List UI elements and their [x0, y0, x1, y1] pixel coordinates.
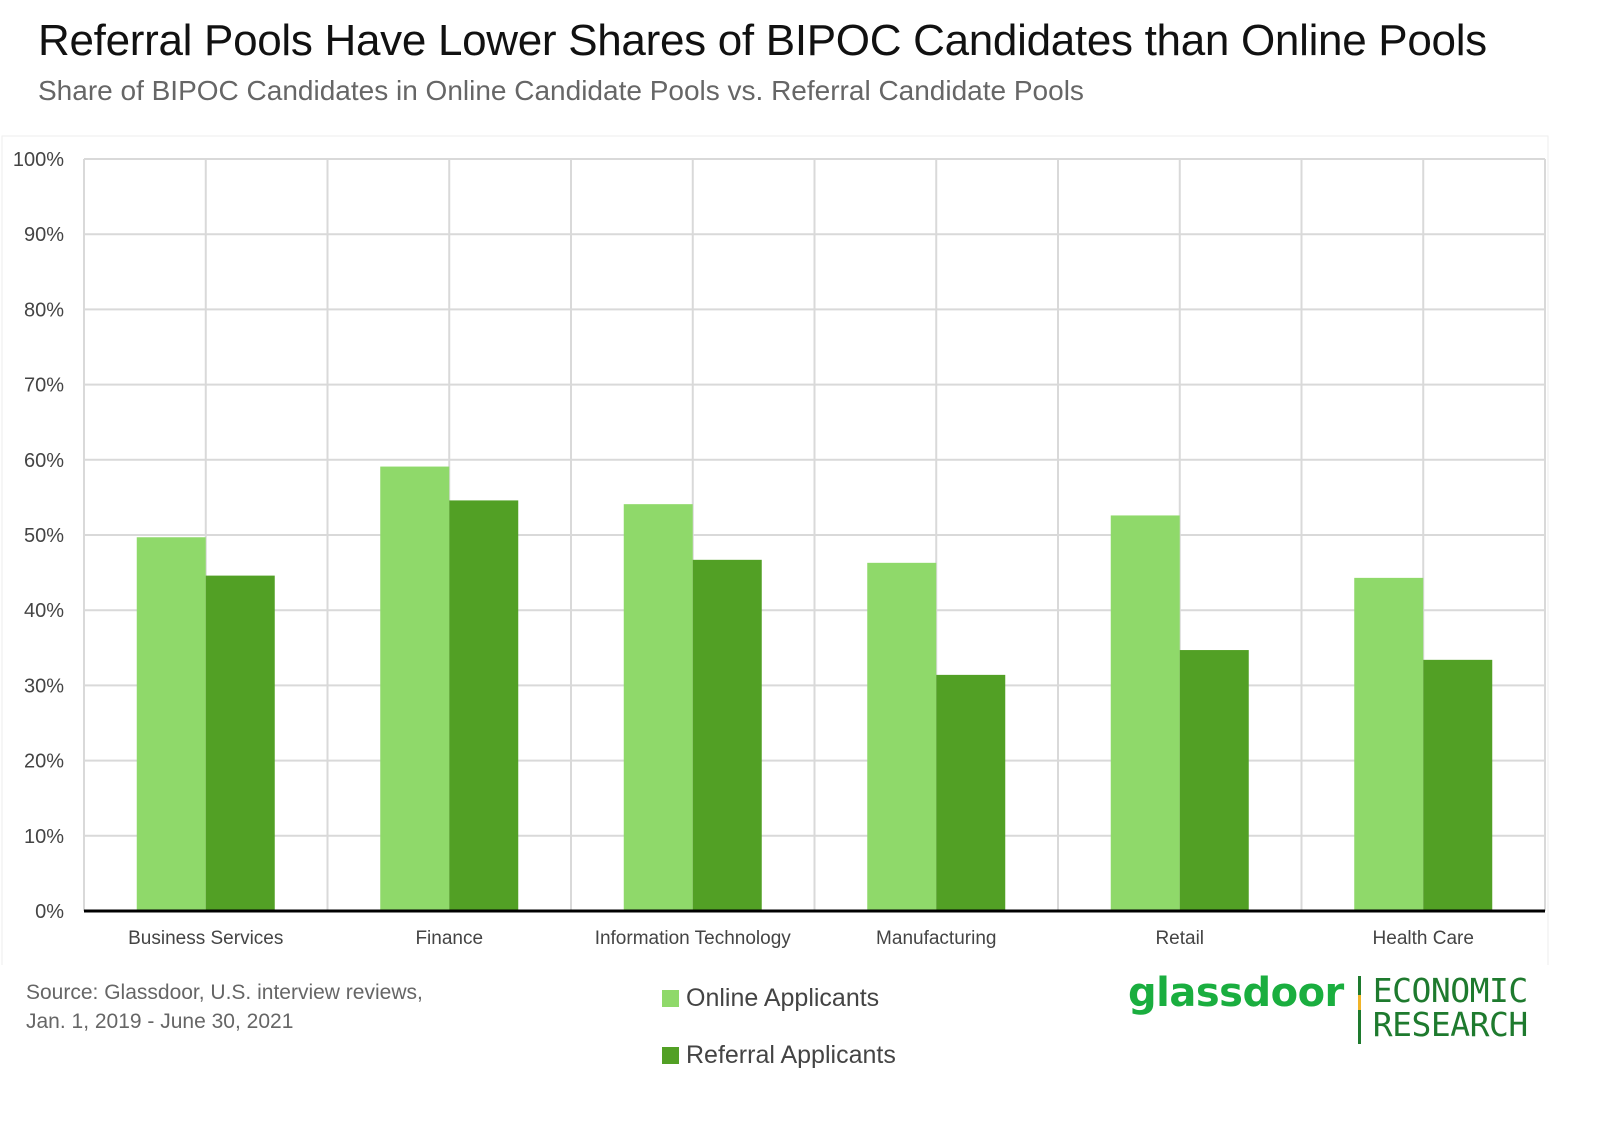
- bar-referral-finance: [449, 500, 519, 911]
- chart-subtitle: Share of BIPOC Candidates in Online Cand…: [38, 75, 1084, 106]
- bar-referral-health-care: [1423, 659, 1493, 911]
- chart-title: Referral Pools Have Lower Shares of BIPO…: [38, 16, 1487, 65]
- legend-swatch-online: [662, 989, 679, 1007]
- y-tick-label: 10%: [24, 826, 64, 848]
- bar-referral-information-technology: [692, 559, 762, 911]
- x-tick-label: Finance: [415, 928, 483, 949]
- bar-online-finance: [380, 466, 450, 911]
- legend-swatch-referral: [662, 1046, 679, 1064]
- y-tick-label: 60%: [24, 450, 64, 472]
- y-tick-label: 40%: [24, 600, 64, 622]
- source-line-2: Jan. 1, 2019 - June 30, 2021: [26, 1010, 294, 1033]
- plot-area-border: [1, 135, 1549, 965]
- glassdoor-economic-research-logo: glassdoor ECONOMIC RESEARCH: [1128, 968, 1528, 1044]
- x-tick-label: Information Technology: [595, 928, 792, 949]
- bar-online-business-services: [136, 537, 206, 911]
- legend-item-referral: Referral Applicants: [662, 1040, 896, 1070]
- logo-wordmark: glassdoor: [1128, 970, 1344, 1016]
- source-note: Source: Glassdoor, U.S. interview review…: [26, 978, 423, 1036]
- bar-online-information-technology: [623, 504, 693, 911]
- x-tick-label: Health Care: [1373, 928, 1474, 949]
- logo-subtext: ECONOMIC RESEARCH: [1373, 974, 1528, 1042]
- y-tick-label: 0%: [35, 901, 64, 923]
- x-tick-label: Retail: [1155, 928, 1204, 949]
- legend-label-referral: Referral Applicants: [686, 1040, 896, 1069]
- legend-item-online: Online Applicants: [662, 983, 896, 1013]
- bar-online-health-care: [1354, 577, 1424, 911]
- x-tick-label: Manufacturing: [876, 928, 996, 949]
- source-line-1: Source: Glassdoor, U.S. interview review…: [26, 981, 423, 1004]
- y-tick-label: 20%: [24, 751, 64, 773]
- bar-online-retail: [1110, 515, 1180, 911]
- bar-online-manufacturing: [867, 562, 937, 911]
- logo-subtext-line-2: RESEARCH: [1372, 1005, 1528, 1044]
- x-tick-label: Business Services: [128, 928, 283, 949]
- y-tick-label: 30%: [24, 675, 64, 697]
- y-tick-label: 80%: [24, 299, 64, 321]
- legend-label-online: Online Applicants: [686, 983, 880, 1012]
- logo-subtext-line-1: ECONOMIC: [1372, 971, 1528, 1010]
- bar-referral-retail: [1179, 650, 1249, 911]
- y-tick-label: 90%: [24, 224, 64, 246]
- bar-chart: 0% 10% 20% 30% 40% 50% 60% 70% 80% 90% 100% Busine…: [1, 135, 1549, 965]
- y-tick-label: 50%: [24, 525, 64, 547]
- chart-legend: Online Applicants Referral Applicants: [662, 983, 896, 1097]
- bar-referral-manufacturing: [936, 674, 1006, 911]
- y-tick-label: 100%: [13, 149, 64, 171]
- y-tick-label: 70%: [24, 375, 64, 397]
- logo-separator: [1357, 976, 1361, 1044]
- bar-referral-business-services: [205, 575, 275, 911]
